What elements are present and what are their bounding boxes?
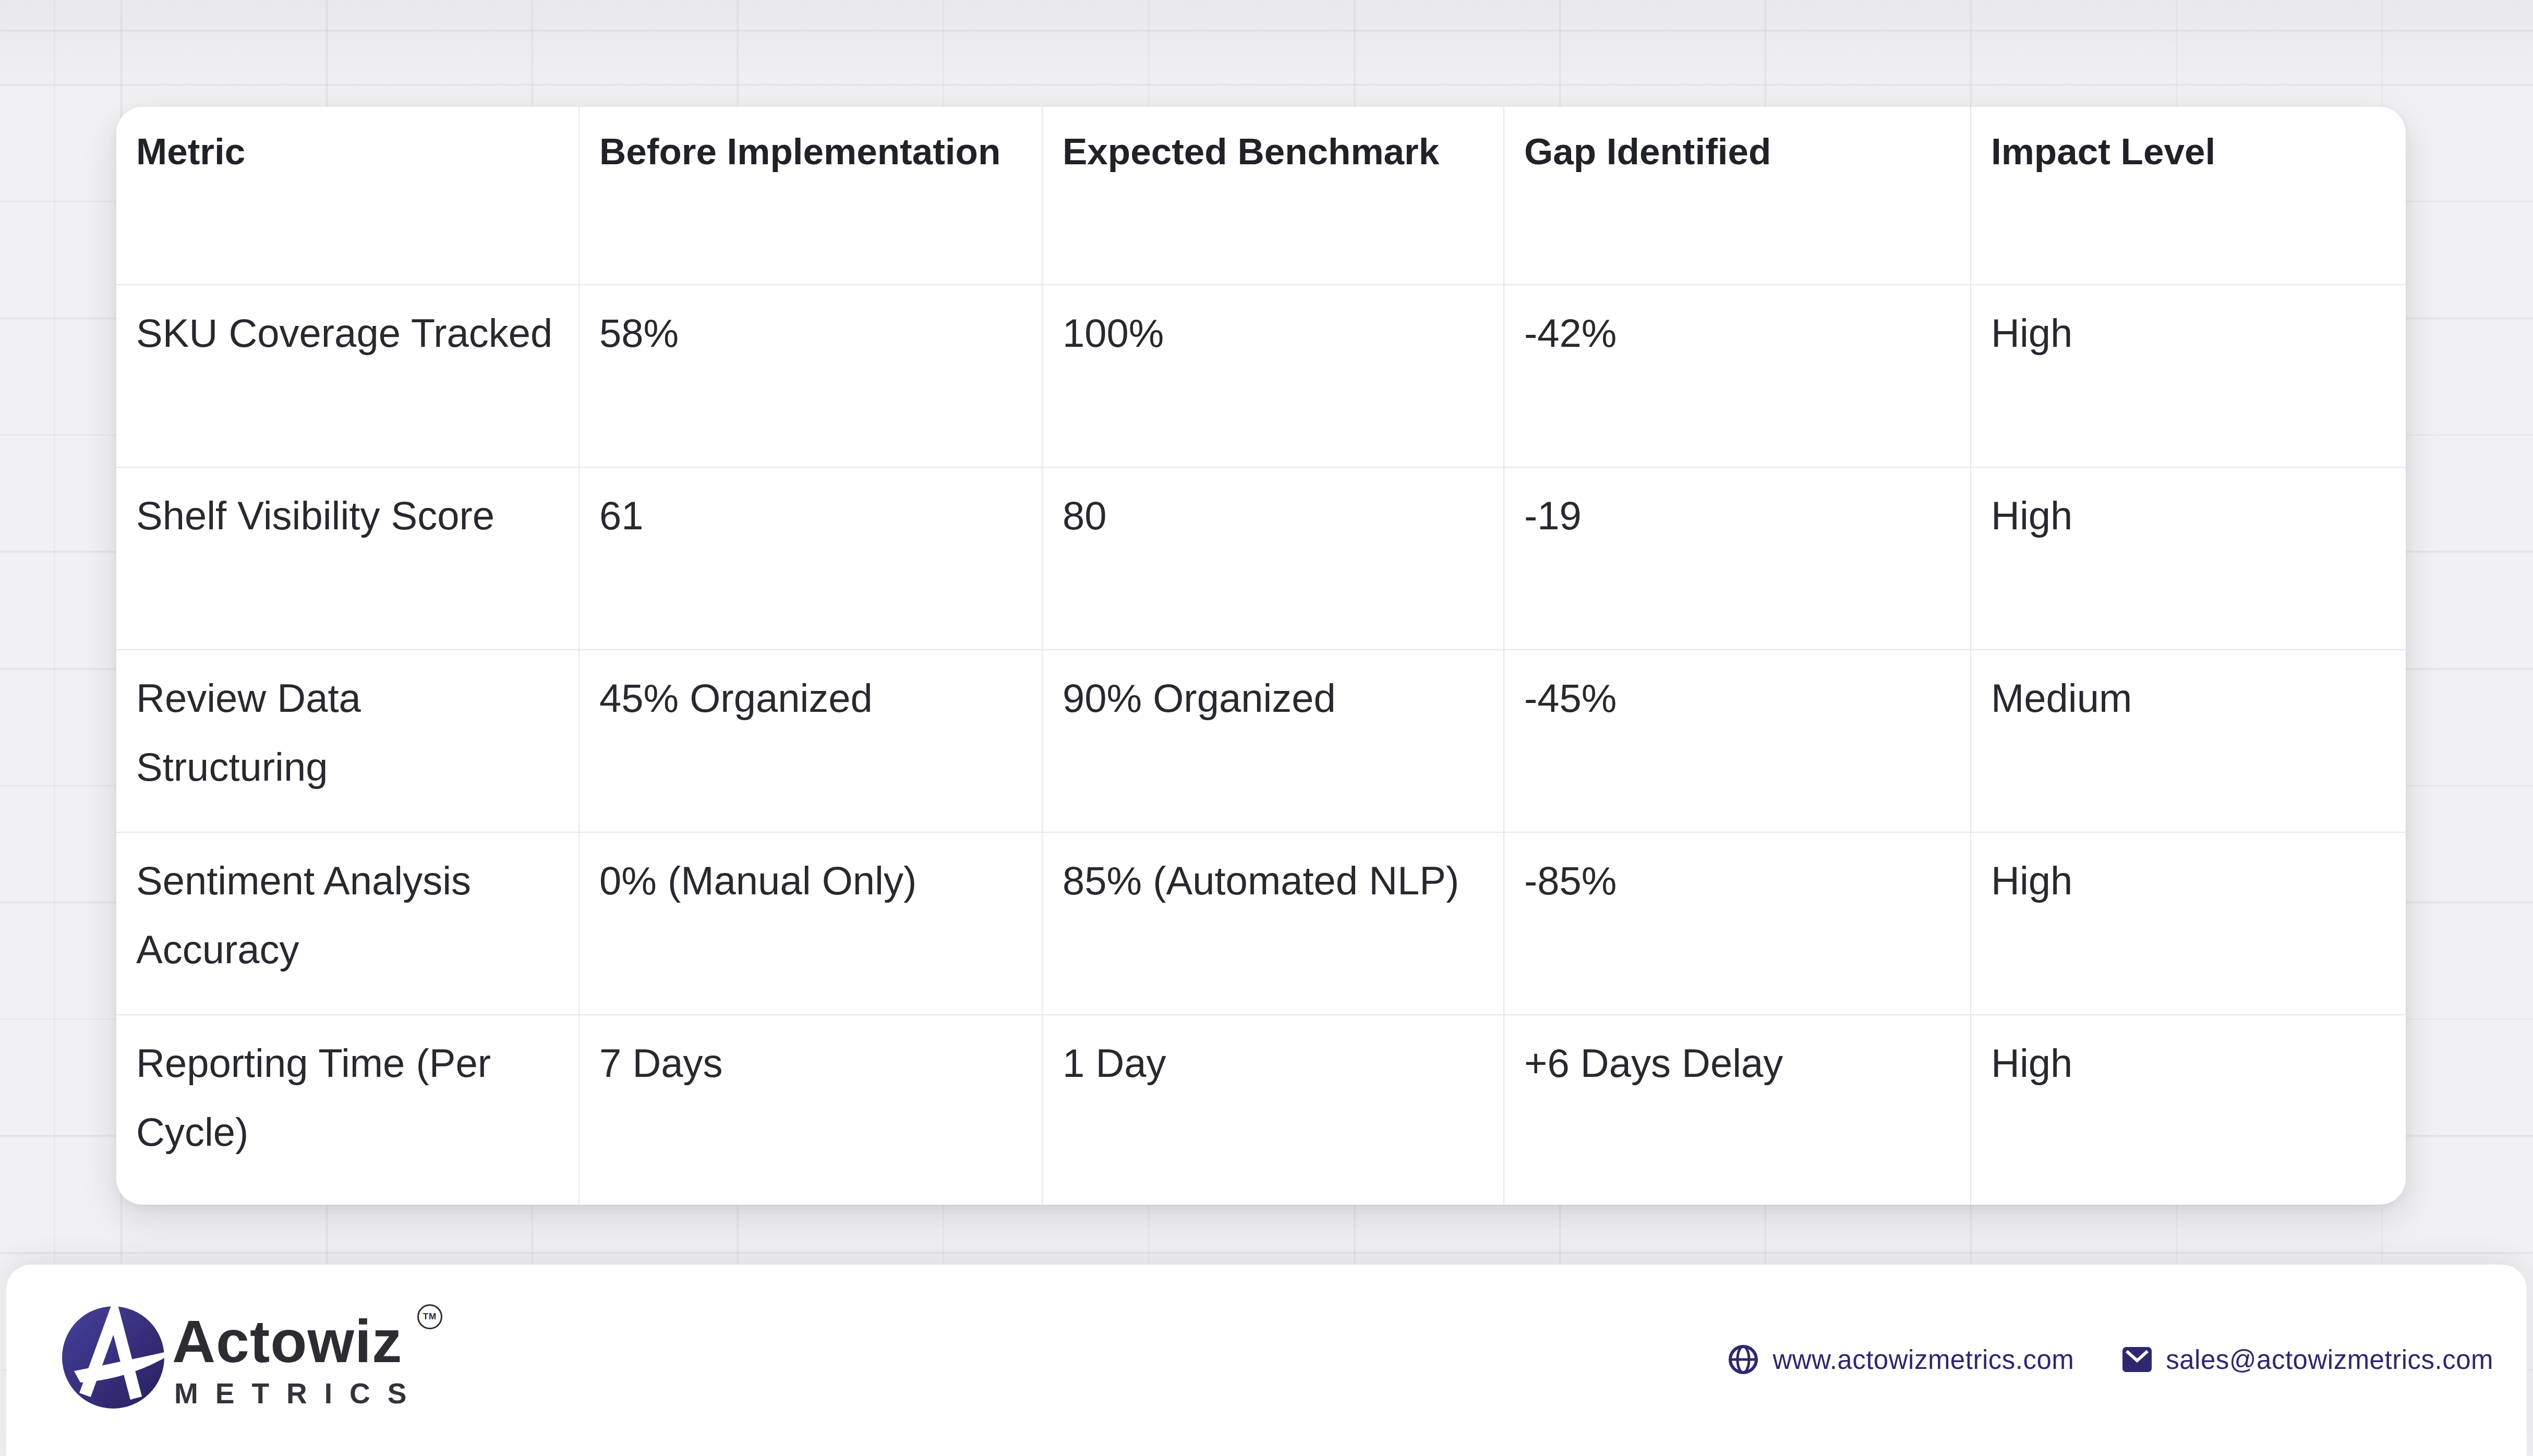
cell-benchmark: 1 Day [1043, 1015, 1504, 1205]
cell-benchmark: 90% Organized [1043, 650, 1504, 833]
website-link[interactable]: www.actowizmetrics.com [1728, 1344, 2074, 1375]
email-link[interactable]: sales@actowizmetrics.com [2122, 1344, 2493, 1375]
cell-gap: -42% [1504, 285, 1971, 468]
column-header-impact: Impact Level [1971, 107, 2406, 285]
column-header-before: Before Implementation [580, 107, 1043, 285]
cell-metric: Sentiment Analysis Accuracy [116, 833, 580, 1015]
cell-before: 61 [580, 468, 1043, 650]
cell-gap: -19 [1504, 468, 1971, 650]
cell-impact: Medium [1971, 650, 2406, 833]
cell-metric: Reporting Time (Per Cycle) [116, 1015, 580, 1205]
actowiz-logo-icon [61, 1303, 182, 1414]
email-link-label: sales@actowizmetrics.com [2166, 1344, 2493, 1375]
cell-gap: +6 Days Delay [1504, 1015, 1971, 1205]
cell-impact: High [1971, 468, 2406, 650]
cell-impact: High [1971, 833, 2406, 1015]
trademark-badge: TM [417, 1304, 442, 1329]
brand-name: Actowiz [172, 1308, 402, 1375]
metrics-table-card: Metric Before Implementation Expected Be… [116, 107, 2406, 1205]
cell-before: 7 Days [580, 1015, 1043, 1205]
cell-metric: SKU Coverage Tracked [116, 285, 580, 468]
cell-benchmark: 100% [1043, 285, 1504, 468]
background-top-shade [0, 0, 2533, 104]
cell-impact: High [1971, 1015, 2406, 1205]
envelope-icon [2122, 1346, 2152, 1373]
footer-links: www.actowizmetrics.com sales@actowizmetr… [1728, 1341, 2493, 1378]
column-header-metric: Metric [116, 107, 580, 285]
cell-metric: Review Data Structuring [116, 650, 580, 833]
cell-gap: -45% [1504, 650, 1971, 833]
website-link-label: www.actowizmetrics.com [1772, 1344, 2074, 1375]
cell-before: 0% (Manual Only) [580, 833, 1043, 1015]
metrics-table: Metric Before Implementation Expected Be… [116, 107, 2406, 1205]
cell-before: 58% [580, 285, 1043, 468]
cell-before: 45% Organized [580, 650, 1043, 833]
cell-benchmark: 80 [1043, 468, 1504, 650]
cell-impact: High [1971, 285, 2406, 468]
globe-icon [1728, 1344, 1759, 1375]
column-header-gap: Gap Identified [1504, 107, 1971, 285]
brand-subtitle: METRICS [174, 1376, 424, 1411]
cell-metric: Shelf Visibility Score [116, 468, 580, 650]
cell-gap: -85% [1504, 833, 1971, 1015]
cell-benchmark: 85% (Automated NLP) [1043, 833, 1504, 1015]
column-header-benchmark: Expected Benchmark [1043, 107, 1504, 285]
footer-bar: Actowiz TM METRICS www.actowizmetrics.co… [6, 1265, 2527, 1456]
